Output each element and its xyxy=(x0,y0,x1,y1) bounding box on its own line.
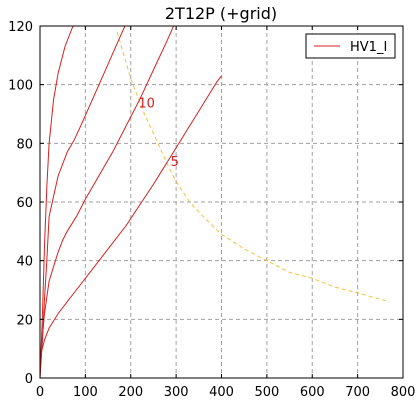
series-line-3 xyxy=(40,26,175,364)
load-line xyxy=(116,31,390,303)
x-tick-label: 100 xyxy=(73,385,98,400)
legend-entry: HV1_I xyxy=(350,40,387,55)
y-tick-label: 100 xyxy=(8,79,33,94)
legend: HV1_I xyxy=(305,33,396,59)
series-line-2 xyxy=(40,26,126,378)
series-group xyxy=(40,26,390,378)
curve-label: 10 xyxy=(138,96,155,111)
curve-label: 5 xyxy=(171,155,179,170)
x-tick-label: 200 xyxy=(118,385,143,400)
x-tick-label: 0 xyxy=(36,385,44,400)
x-tick-label: 500 xyxy=(254,385,279,400)
y-tick-label: 40 xyxy=(16,255,33,270)
x-tick-label: 700 xyxy=(345,385,370,400)
y-tick-label: 20 xyxy=(16,313,33,328)
chart-title: 2T12P (+grid) xyxy=(165,4,277,23)
y-tick-label: 60 xyxy=(16,196,33,211)
x-tick-label: 300 xyxy=(164,385,189,400)
x-tick-label: 600 xyxy=(300,385,325,400)
x-tick-label: 400 xyxy=(209,385,234,400)
x-tick-label: 800 xyxy=(391,385,416,400)
y-tick-label: 0 xyxy=(25,372,33,387)
series-line-1 xyxy=(40,26,74,378)
y-tick-label: 120 xyxy=(8,20,33,35)
y-tick-label: 80 xyxy=(16,137,33,152)
ticks: 0 100 200 300 400 500 600 700 800 0 20 40 60 80 100 120 xyxy=(8,20,415,400)
series-line-4 xyxy=(40,75,222,358)
curve-labels: 10 5 xyxy=(138,96,179,170)
grid xyxy=(40,26,403,378)
